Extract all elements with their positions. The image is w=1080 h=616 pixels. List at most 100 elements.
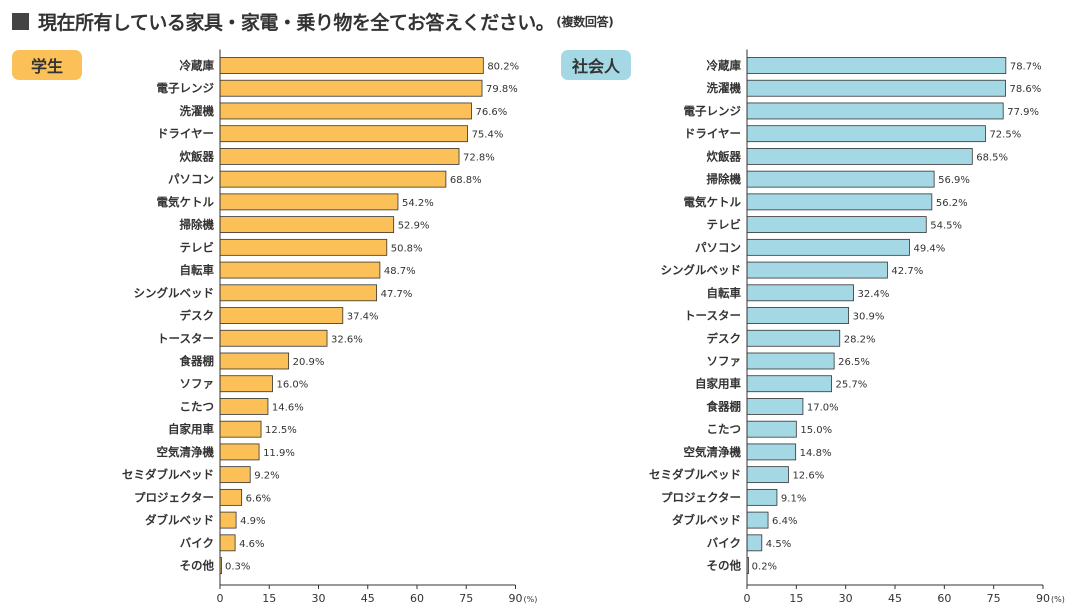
worker-x-tick-label: 15: [789, 592, 803, 605]
worker-x-tick-label: 45: [888, 592, 902, 605]
worker-category-label: 空気清浄機: [684, 445, 742, 459]
student-value-label: 76.6%: [476, 107, 508, 118]
worker-category-label: ドライヤー: [684, 127, 741, 141]
student-value-label: 48.7%: [384, 266, 416, 277]
title-square-icon: [12, 12, 29, 30]
student-x-tick-label: 15: [262, 592, 276, 605]
title-sub-text: (複数回答): [556, 14, 614, 29]
student-bar: [219, 466, 251, 484]
worker-bar: [746, 466, 789, 484]
worker-value-label: 17.0%: [807, 402, 839, 413]
worker-value-label: 26.5%: [838, 357, 870, 368]
worker-category-label: ソファ: [707, 354, 742, 368]
student-bar: [219, 511, 237, 529]
student-bar: [219, 125, 468, 143]
student-bar: [219, 216, 395, 234]
worker-category-label: セミダブルベッド: [649, 468, 741, 482]
worker-bar: [746, 261, 888, 279]
student-value-label: 32.6%: [331, 334, 363, 345]
student-x-tick-label: 90: [509, 592, 523, 605]
student-chart-badge: 学生: [12, 50, 82, 80]
student-bar: [219, 420, 262, 438]
student-category-label: ソファ: [180, 377, 215, 391]
worker-category-label: 冷蔵庫: [707, 59, 742, 73]
worker-bar: [746, 102, 1004, 120]
worker-category-label: 自家用車: [695, 377, 741, 391]
student-value-label: 79.8%: [486, 84, 518, 95]
student-value-label: 52.9%: [398, 221, 430, 232]
student-value-label: 68.8%: [450, 175, 482, 186]
worker-value-label: 78.6%: [1010, 84, 1042, 95]
worker-category-label: バイク: [707, 536, 741, 550]
student-category-label: 食器棚: [180, 354, 215, 368]
student-category-label: 電子レンジ: [157, 81, 215, 95]
worker-value-label: 49.4%: [913, 243, 945, 254]
worker-value-label: 30.9%: [853, 312, 885, 323]
student-category-label: デスク: [180, 309, 215, 323]
worker-value-label: 56.2%: [936, 198, 968, 209]
student-bar: [219, 261, 381, 279]
worker-value-label: 56.9%: [938, 175, 970, 186]
student-bar: [219, 488, 243, 506]
student-value-label: 75.4%: [472, 130, 504, 141]
student-bar: [219, 284, 378, 302]
student-bar: [219, 307, 344, 324]
worker-category-label: 自転車: [707, 286, 742, 300]
student-bar: [219, 329, 328, 347]
student-category-label: 掃除機: [180, 218, 215, 232]
student-bar: [219, 170, 447, 188]
worker-category-label: パソコン: [695, 240, 741, 254]
worker-unit-label: (%): [1051, 595, 1065, 604]
student-value-label: 16.0%: [277, 380, 309, 391]
student-value-label: 0.3%: [225, 562, 250, 573]
student-value-label: 47.7%: [381, 289, 413, 300]
student-unit-label: (%): [524, 595, 538, 604]
worker-category-label: 電気ケトル: [684, 195, 742, 209]
worker-bar: [746, 79, 1006, 97]
student-value-label: 9.2%: [254, 471, 279, 482]
student-bar: [219, 238, 388, 256]
student-bar: [219, 534, 236, 552]
page-title: 現在所有している家具・家電・乗り物を全てお答えください。 (複数回答): [12, 6, 614, 36]
worker-bar: [746, 216, 927, 234]
worker-chart-badge: 社会人: [561, 50, 631, 80]
student-category-label: セミダブルベッド: [122, 468, 214, 482]
student-category-label: テレビ: [180, 240, 215, 254]
student-x-tick-label: 45: [361, 592, 375, 605]
student-category-label: バイク: [180, 536, 214, 550]
worker-category-label: 洗濯機: [707, 81, 742, 95]
worker-value-label: 78.7%: [1010, 62, 1042, 73]
student-value-label: 14.6%: [272, 402, 304, 413]
student-category-label: 空気清浄機: [157, 445, 215, 459]
worker-bar: [746, 238, 910, 256]
worker-category-label: プロジェクター: [661, 490, 741, 504]
student-x-tick-label: 30: [312, 592, 326, 605]
student-category-label: トースター: [157, 331, 214, 345]
student-value-label: 11.9%: [263, 448, 295, 459]
worker-bar: [746, 148, 973, 165]
student-category-label: シングルベッド: [134, 286, 215, 300]
worker-bar: [746, 420, 797, 438]
student-x-tick-label: 60: [410, 592, 424, 605]
student-category-label: こたつ: [180, 399, 215, 413]
worker-bar: [746, 284, 854, 302]
worker-bar: [746, 352, 835, 370]
worker-x-tick-label: 30: [839, 592, 853, 605]
student-value-label: 4.9%: [240, 516, 265, 527]
worker-bar: [746, 170, 935, 188]
student-value-label: 12.5%: [265, 425, 297, 436]
student-category-label: 自転車: [180, 263, 215, 277]
student-category-label: 電気ケトル: [157, 195, 215, 209]
worker-value-label: 54.5%: [930, 221, 962, 232]
student-category-label: その他: [180, 559, 215, 573]
worker-value-label: 0.2%: [752, 562, 777, 573]
worker-bar: [746, 329, 841, 347]
worker-bar: [746, 534, 763, 552]
student-value-label: 6.6%: [246, 493, 271, 504]
title-main-text: 現在所有している家具・家電・乗り物を全てお答えください。: [38, 11, 555, 34]
worker-value-label: 15.0%: [800, 425, 832, 436]
student-bar: [219, 193, 399, 211]
worker-value-label: 68.5%: [976, 152, 1008, 163]
worker-x-tick-label: 75: [987, 592, 1001, 605]
